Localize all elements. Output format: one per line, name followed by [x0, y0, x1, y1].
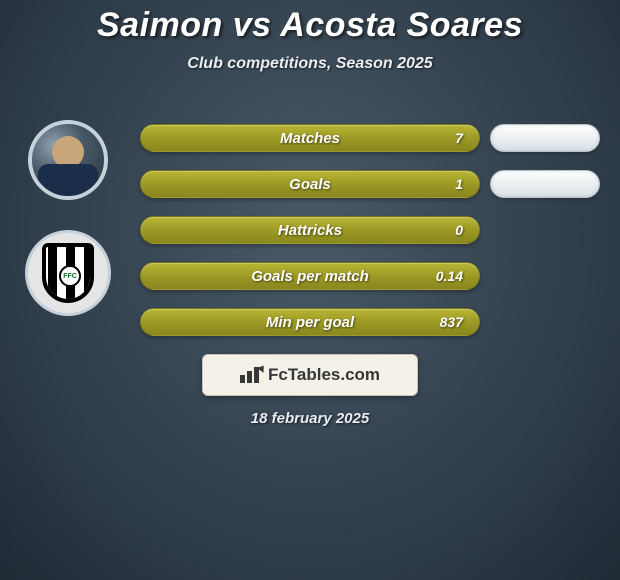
stat-label: Matches: [280, 130, 340, 147]
club-shield-icon: FFC: [42, 243, 94, 303]
opponent-pill-goals: [490, 170, 600, 198]
stat-row-goals: Goals 1: [140, 170, 480, 198]
avatar-column: FFC: [10, 120, 120, 316]
stat-label: Hattricks: [278, 222, 342, 239]
stat-row-min-per-goal: Min per goal 837: [140, 308, 480, 336]
brand-text: FcTables.com: [268, 365, 380, 385]
stat-value: 1: [455, 176, 463, 192]
shield-center-label: FFC: [59, 265, 81, 287]
stat-label: Min per goal: [266, 314, 354, 331]
stat-row-hattricks: Hattricks 0: [140, 216, 480, 244]
date-text: 18 february 2025: [0, 410, 620, 427]
bar-icon-segment: [240, 375, 245, 383]
page-title: Saimon vs Acosta Soares: [0, 0, 620, 45]
stat-label: Goals: [289, 176, 331, 193]
page-subtitle: Club competitions, Season 2025: [0, 55, 620, 73]
club-badge: FFC: [25, 230, 111, 316]
stat-row-goals-per-match: Goals per match 0.14: [140, 262, 480, 290]
brand-chart-icon: [240, 367, 262, 383]
player-avatar: [28, 120, 108, 200]
stats-column: Matches 7 Goals 1 Hattricks 0 Goals per …: [140, 124, 480, 354]
stat-label: Goals per match: [251, 268, 369, 285]
stat-value: 7: [455, 130, 463, 146]
opponent-pill-matches: [490, 124, 600, 152]
opponent-pill-column: [490, 124, 600, 216]
bar-icon-segment: [247, 371, 252, 383]
brand-badge[interactable]: FcTables.com: [202, 354, 418, 396]
stat-value: 837: [440, 314, 463, 330]
stat-row-matches: Matches 7: [140, 124, 480, 152]
stat-value: 0: [455, 222, 463, 238]
shield-stripe: [48, 247, 57, 299]
shield-stripe: [84, 247, 93, 299]
stat-value: 0.14: [436, 268, 463, 284]
